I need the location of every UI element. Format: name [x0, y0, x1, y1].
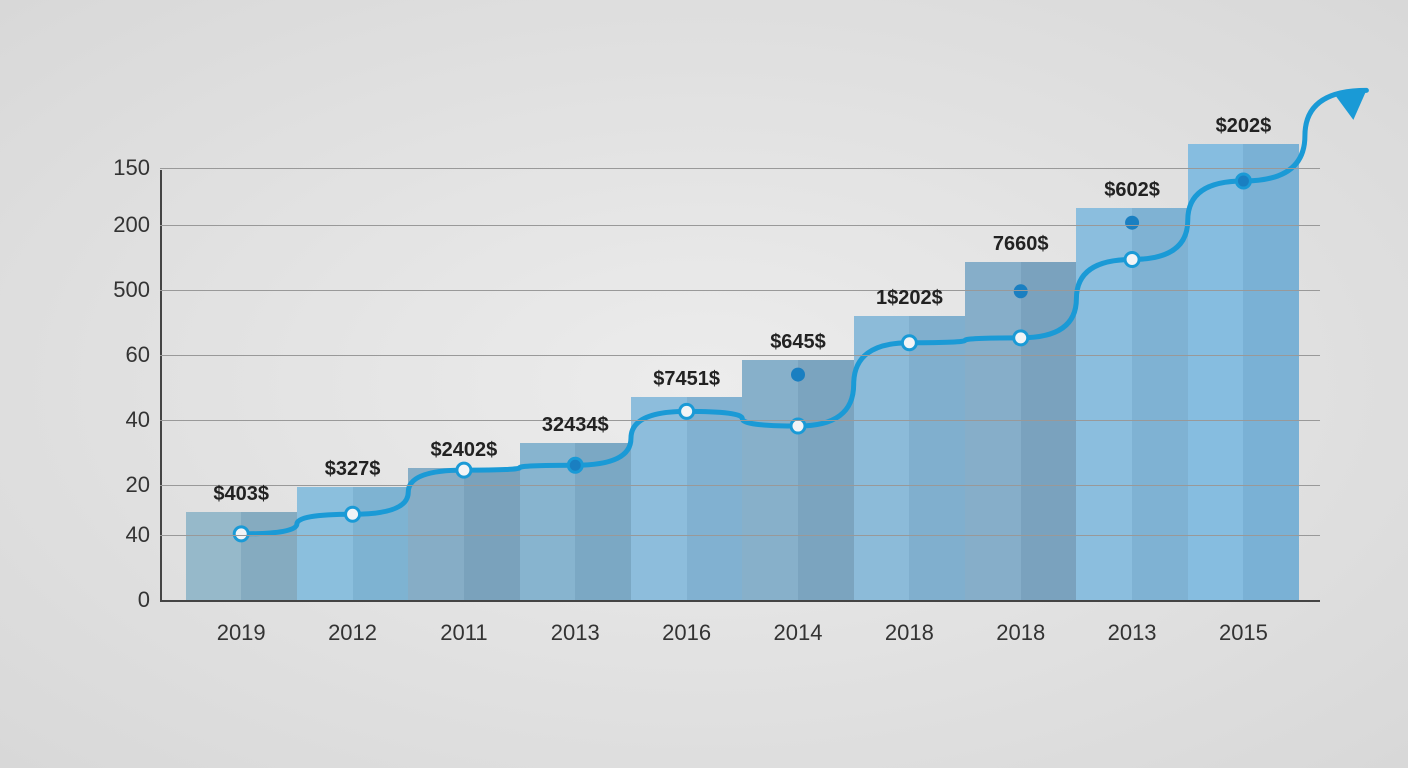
chart-container: 150 200 500 60 40 20 40 0 2019 $403$ 2012 $327$ 2011…	[90, 110, 1320, 670]
x-tick-label: 2015	[1219, 620, 1268, 646]
gridline	[160, 535, 1320, 536]
gridline	[160, 420, 1320, 421]
bar	[353, 487, 409, 600]
y-tick-label: 20	[126, 472, 150, 498]
bar	[909, 316, 965, 600]
gridline	[160, 168, 1320, 169]
data-label: $2402$	[431, 439, 498, 462]
gridline	[160, 290, 1320, 291]
bar	[1076, 208, 1132, 600]
x-tick-label: 2016	[662, 620, 711, 646]
x-axis-line	[160, 600, 1320, 602]
data-label: 1$202$	[876, 287, 943, 310]
bar	[1188, 144, 1244, 600]
x-tick-label: 2011	[440, 620, 487, 646]
x-tick-label: 2013	[1108, 620, 1157, 646]
bar	[520, 443, 576, 600]
y-tick-label: 40	[126, 522, 150, 548]
gridline	[160, 355, 1320, 356]
data-label: 7660$	[993, 233, 1049, 256]
y-tick-label: 0	[138, 587, 150, 613]
x-tick-label: 2019	[217, 620, 266, 646]
x-tick-label: 2018	[885, 620, 934, 646]
bar	[1132, 208, 1188, 600]
gridline	[160, 225, 1320, 226]
bar	[742, 360, 798, 600]
bar	[1021, 262, 1077, 600]
bar	[687, 397, 743, 600]
data-label: $202$	[1216, 115, 1272, 138]
bar	[1243, 144, 1299, 600]
bar	[798, 360, 854, 600]
bar	[854, 316, 910, 600]
arrow-head-icon	[1334, 90, 1366, 119]
bar	[575, 443, 631, 600]
x-tick-label: 2014	[774, 620, 823, 646]
gridline	[160, 485, 1320, 486]
bar	[631, 397, 687, 600]
data-label: 32434$	[542, 414, 609, 437]
bar	[241, 512, 297, 600]
y-tick-label: 60	[126, 342, 150, 368]
data-label: $7451$	[653, 368, 720, 391]
bar	[186, 512, 242, 600]
data-label: $645$	[770, 331, 826, 354]
data-label: $327$	[325, 458, 381, 481]
y-tick-label: 40	[126, 407, 150, 433]
y-tick-label: 150	[113, 155, 150, 181]
y-tick-label: 500	[113, 277, 150, 303]
bar	[965, 262, 1021, 600]
y-tick-label: 200	[113, 212, 150, 238]
data-label: $602$	[1104, 179, 1160, 202]
data-label: $403$	[213, 483, 269, 506]
x-tick-label: 2013	[551, 620, 600, 646]
x-tick-label: 2018	[996, 620, 1045, 646]
x-tick-label: 2012	[328, 620, 377, 646]
bar	[297, 487, 353, 600]
